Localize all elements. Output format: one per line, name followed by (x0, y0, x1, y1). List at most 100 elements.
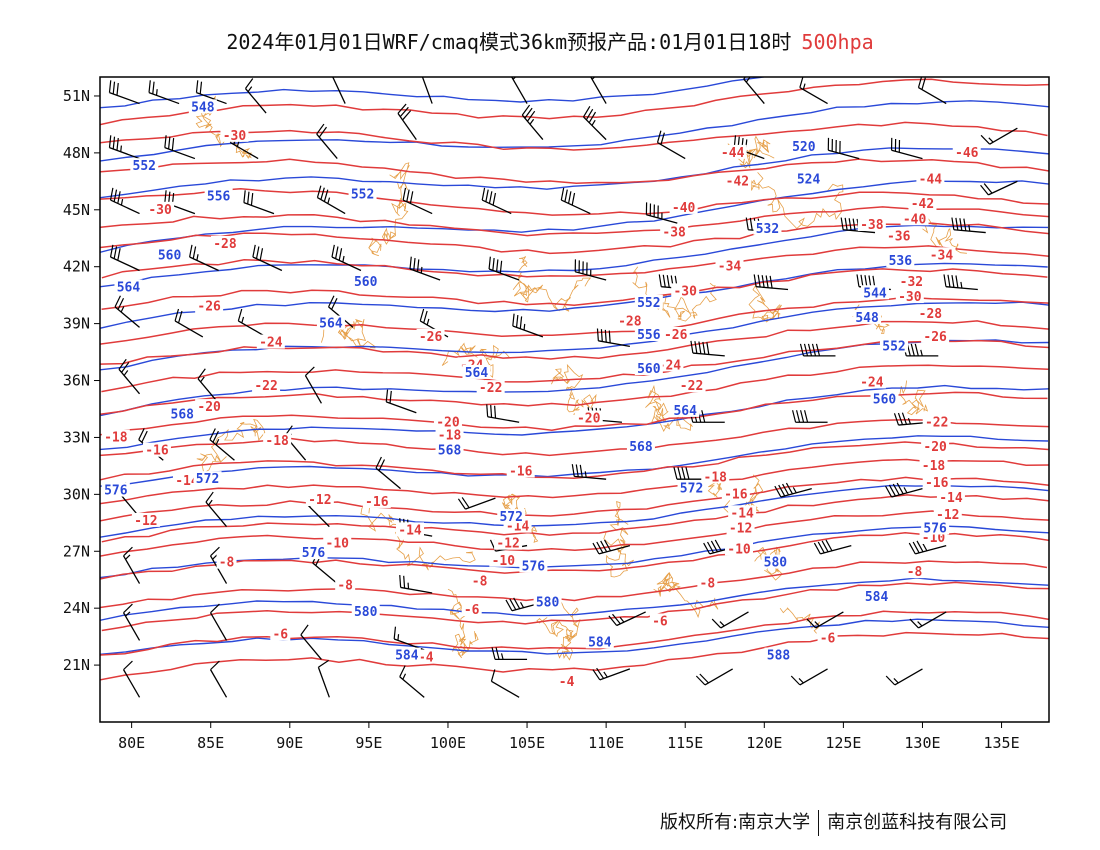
temperature-label-bg (146, 201, 175, 216)
wind-barb (122, 660, 141, 698)
temperature-label: -40 (903, 212, 927, 227)
wind-barb (108, 80, 140, 105)
temperature-isoline (100, 510, 1049, 557)
height-label-bg (862, 588, 891, 603)
wind-barb (488, 256, 520, 281)
wind-barb (491, 647, 528, 661)
height-label: 520 (792, 140, 816, 155)
temperature-label-bg (256, 334, 285, 349)
temperature-label-bg (489, 552, 518, 567)
geopotential-isoline (100, 525, 1049, 579)
height-label: 536 (889, 254, 913, 269)
temperature-label: -18 (265, 434, 289, 449)
boundary-line (603, 501, 634, 578)
temperature-label: -42 (911, 197, 934, 212)
boundary-line (899, 380, 929, 416)
wind-barb (245, 78, 267, 114)
height-label: 524 (797, 172, 821, 187)
temperature-label: -6 (652, 614, 668, 629)
wind-barb (753, 274, 789, 291)
wind-barb (743, 77, 765, 104)
height-label: 572 (499, 510, 522, 525)
temperature-isoline (100, 296, 1049, 345)
temperature-label: -22 (925, 415, 948, 430)
temperature-label: -10 (727, 542, 751, 557)
height-label: 564 (465, 366, 489, 381)
boundary-line (195, 95, 252, 159)
temperature-label: -44 (721, 146, 745, 161)
wind-barb (164, 135, 196, 160)
temperature-label: -4 (559, 675, 575, 690)
geopotential-isoline (100, 224, 1049, 288)
temperature-label: -4 (418, 651, 434, 666)
height-label-bg (130, 158, 159, 173)
wind-barb (571, 464, 607, 480)
temperature-label: -24 (860, 375, 884, 390)
temperature-label: -38 (860, 218, 884, 233)
y-tick-label: 21N (63, 656, 90, 674)
wind-barb (790, 668, 828, 686)
temperature-label-bg (416, 328, 445, 343)
height-label: 560 (158, 248, 182, 263)
temperature-isoline (101, 494, 1049, 543)
wind-barb (331, 244, 362, 272)
temperature-label-bg (904, 564, 925, 579)
temperature-label: -22 (254, 379, 277, 394)
temperature-label-bg (195, 399, 224, 414)
temperature-isoline (100, 78, 1049, 126)
temperature-label-bg (305, 492, 334, 507)
temperature-label: -18 (104, 430, 128, 445)
height-label-bg (519, 558, 548, 573)
height-label: 552 (637, 296, 660, 311)
height-label-bg (462, 364, 491, 379)
temperature-isoline (100, 418, 1049, 457)
temperature-isoline (100, 476, 1049, 522)
temperature-label: -24 (658, 358, 682, 373)
temperature-label: -6 (464, 603, 480, 618)
y-tick-label: 36N (63, 372, 90, 390)
height-label: 560 (873, 393, 897, 408)
temperature-label-bg (396, 522, 425, 537)
temperature-label-bg (922, 414, 951, 429)
temperature-isoline (100, 158, 1049, 185)
temperature-label-bg (494, 535, 523, 550)
wind-barb (252, 244, 283, 272)
wind-barb (237, 308, 267, 338)
temperature-label-bg (728, 505, 757, 520)
y-tick-label: 45N (63, 201, 90, 219)
temperature-isoline (100, 364, 1049, 416)
wind-barb (774, 482, 812, 498)
temperature-label-bg (921, 328, 950, 343)
height-label-bg (671, 402, 700, 417)
temperature-label-bg (916, 306, 945, 321)
temperature-label-bg (335, 577, 356, 592)
temperature-label: -8 (907, 565, 923, 580)
height-label: 568 (629, 440, 653, 455)
temperature-label: -20 (197, 400, 221, 415)
temperature-label: -34 (930, 248, 954, 263)
height-label: 568 (438, 444, 462, 459)
geopotential-isoline (100, 435, 1049, 487)
wind-barb (399, 575, 433, 594)
temperature-label: -46 (955, 146, 979, 161)
y-tick-label: 30N (63, 485, 90, 503)
wind-barb (189, 244, 219, 272)
temperature-label-bg (131, 512, 160, 527)
wind-barb (490, 669, 520, 698)
temperature-label-bg (908, 196, 937, 211)
title-level: 500hpa (801, 30, 874, 54)
wind-barb (560, 187, 591, 215)
wind-barb (109, 187, 140, 215)
boundary-line (321, 318, 376, 349)
height-label: 568 (171, 408, 195, 423)
temperature-isoline (100, 121, 1048, 151)
wind-barb (690, 340, 725, 357)
temperature-label-bg (661, 327, 690, 341)
height-label: 544 (863, 286, 887, 301)
wind-barb (574, 259, 607, 281)
wind-barb (799, 343, 836, 357)
height-label-bg (634, 327, 663, 341)
wind-barb (205, 491, 228, 528)
wind-barb (108, 135, 140, 160)
y-tick-label: 33N (63, 428, 90, 446)
